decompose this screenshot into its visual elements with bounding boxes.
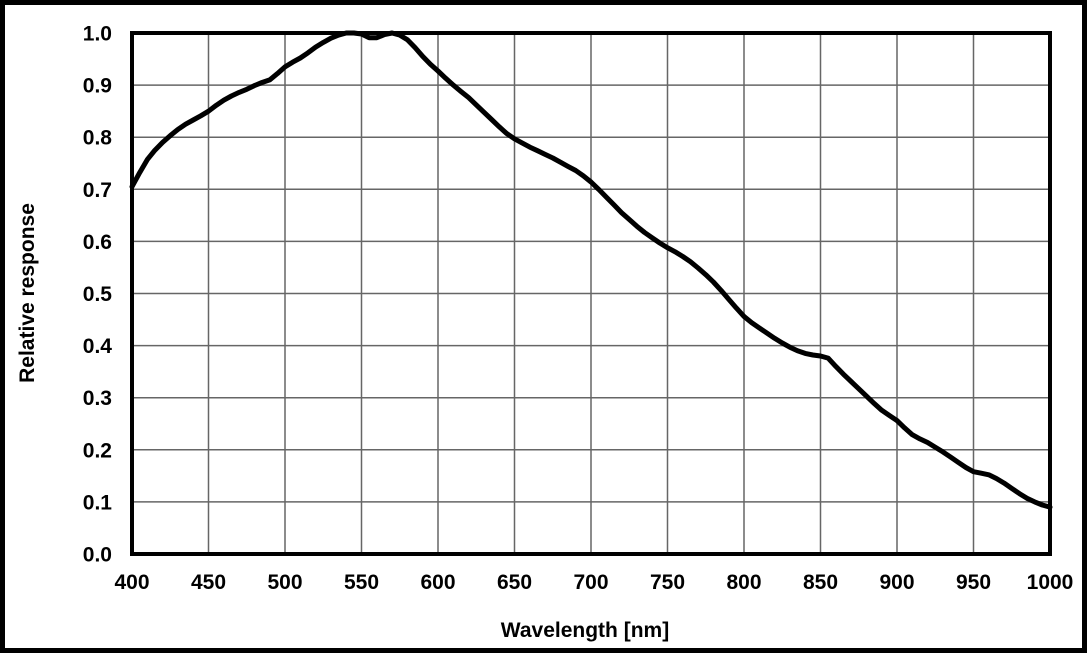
x-tick-label: 700 bbox=[573, 571, 608, 594]
plot-border bbox=[130, 31, 1052, 556]
x-tick-label: 650 bbox=[497, 571, 532, 594]
x-tick-label: 550 bbox=[344, 571, 379, 594]
y-tick-label: 0.2 bbox=[83, 439, 112, 462]
y-axis-title: Relative response bbox=[16, 203, 39, 383]
x-tick-label: 450 bbox=[191, 571, 226, 594]
response-curve bbox=[129, 30, 1053, 510]
y-tick-label: 0.9 bbox=[83, 75, 112, 98]
x-tick-label: 800 bbox=[726, 571, 761, 594]
y-tick-label: 0.4 bbox=[83, 335, 113, 358]
x-tick-labels: 400 450 500 550 600 650 700 750 800 850 900 950 1000 bbox=[114, 571, 1073, 594]
y-tick-label: 0.7 bbox=[83, 179, 112, 202]
x-tick-label: 400 bbox=[114, 571, 149, 594]
x-tick-label: 950 bbox=[956, 571, 991, 594]
y-tick-label: 0.0 bbox=[83, 544, 112, 567]
x-tick-label: 900 bbox=[879, 571, 914, 594]
y-tick-label: 0.6 bbox=[83, 231, 112, 254]
x-axis-title: Wavelength [nm] bbox=[501, 619, 669, 642]
x-tick-label: 1000 bbox=[1027, 571, 1074, 594]
x-tick-label: 500 bbox=[267, 571, 302, 594]
y-tick-label: 0.8 bbox=[83, 127, 113, 150]
y-tick-label: 0.5 bbox=[83, 283, 113, 306]
x-tick-label: 850 bbox=[803, 571, 838, 594]
y-tick-label: 1.0 bbox=[83, 23, 112, 46]
y-tick-label: 0.1 bbox=[83, 491, 113, 514]
y-tick-label: 0.3 bbox=[83, 387, 112, 410]
gridlines bbox=[131, 32, 1051, 555]
y-tick-labels: 0.0 0.1 0.2 0.3 0.4 0.5 0.6 0.7 0.8 0.9 1.0 bbox=[83, 23, 113, 567]
x-tick-label: 750 bbox=[650, 571, 685, 594]
x-tick-label: 600 bbox=[420, 571, 455, 594]
